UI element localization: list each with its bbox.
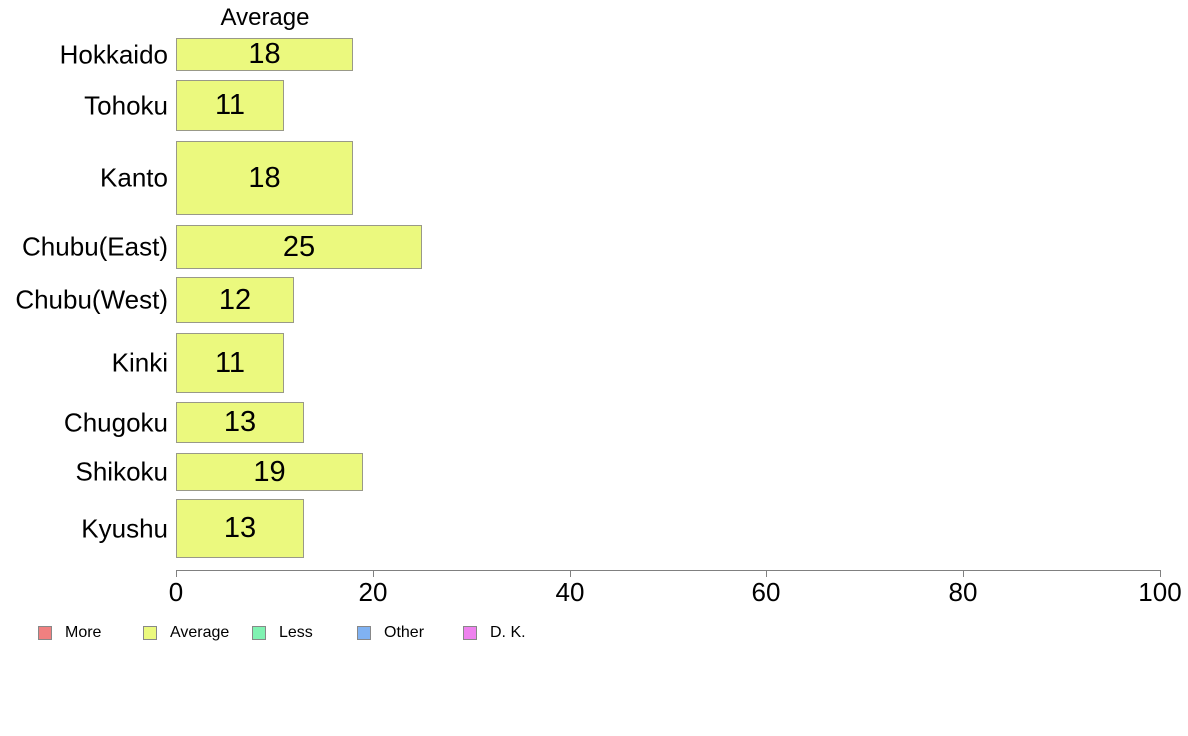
bar-tohoku: 11: [176, 80, 284, 131]
legend-item-dk: D. K.: [463, 623, 526, 643]
x-axis-tick: [963, 570, 964, 577]
bar-chubu-east: 25: [176, 225, 422, 269]
x-axis-tick: [1160, 570, 1161, 577]
legend-swatch-more: [38, 626, 52, 640]
bar-row-hokkaido: Hokkaido 18: [0, 38, 1188, 71]
category-label: Tohoku: [84, 90, 168, 120]
bar-value-label: 18: [248, 38, 281, 70]
bar-value-label: 11: [214, 346, 246, 379]
bar-value-label: 11: [214, 89, 246, 121]
legend-label: D. K.: [490, 624, 526, 641]
bar-row-tohoku: Tohoku 11: [0, 80, 1188, 131]
bar-row-kanto: Kanto 18: [0, 141, 1188, 215]
bar-value-label: 25: [282, 230, 316, 263]
bar-row-chubu-west: Chubu(West) 12: [0, 277, 1188, 323]
category-label: Chubu(West): [15, 284, 168, 315]
category-label: Kyushu: [81, 513, 168, 543]
x-axis-tick-label: 100: [1138, 577, 1182, 607]
category-label: Kanto: [100, 162, 168, 193]
bar-value-label: 13: [223, 512, 257, 544]
category-label: Chugoku: [63, 407, 168, 437]
x-axis-tick-label: 40: [555, 577, 585, 607]
legend-label: Average: [170, 624, 230, 641]
bar-hokkaido: 18: [176, 38, 353, 71]
chart-title: Average: [220, 4, 310, 31]
bar-value-label: 12: [218, 283, 252, 316]
bar-row-kinki: Kinki 11: [0, 333, 1188, 393]
legend-label: Less: [279, 624, 313, 641]
legend-swatch-average: [143, 626, 157, 640]
category-label: Chubu(East): [22, 231, 168, 262]
legend-swatch-other: [357, 626, 371, 640]
legend-item-more: More: [38, 623, 101, 643]
bar-kanto: 18: [176, 141, 353, 215]
bar-chubu-west: 12: [176, 277, 294, 323]
legend-item-less: Less: [252, 623, 313, 643]
legend-label: More: [65, 624, 102, 641]
bar-value-label: 19: [253, 455, 286, 488]
x-axis-tick: [373, 570, 374, 577]
bar-row-chubu-east: Chubu(East) 25: [0, 225, 1188, 269]
bar-row-kyushu: Kyushu 13: [0, 499, 1188, 558]
x-axis-tick: [570, 570, 571, 577]
x-axis-tick-label: 20: [358, 577, 388, 607]
bar-shikoku: 19: [176, 453, 363, 491]
category-label: Hokkaido: [59, 39, 168, 69]
bar-row-chugoku: Chugoku 13: [0, 402, 1188, 443]
bar-row-shikoku: Shikoku 19: [0, 453, 1188, 491]
x-axis-line: [176, 570, 1161, 571]
x-axis-tick-label: 60: [751, 577, 781, 607]
bar-kyushu: 13: [176, 499, 304, 558]
category-label: Shikoku: [75, 456, 169, 487]
bar-chugoku: 13: [176, 402, 304, 443]
legend-swatch-less: [252, 626, 266, 640]
x-axis-tick: [176, 570, 177, 577]
bar-kinki: 11: [176, 333, 284, 393]
x-axis-tick-label: 80: [948, 577, 978, 607]
x-axis-tick: [766, 570, 767, 577]
bar-value-label: 13: [223, 406, 257, 438]
bar-value-label: 18: [248, 161, 281, 194]
legend-item-other: Other: [357, 623, 424, 643]
legend-swatch-dk: [463, 626, 477, 640]
category-label: Kinki: [111, 347, 168, 378]
legend-item-average: Average: [143, 623, 229, 643]
legend-label: Other: [384, 624, 425, 641]
x-axis-tick-label: 0: [168, 577, 184, 607]
